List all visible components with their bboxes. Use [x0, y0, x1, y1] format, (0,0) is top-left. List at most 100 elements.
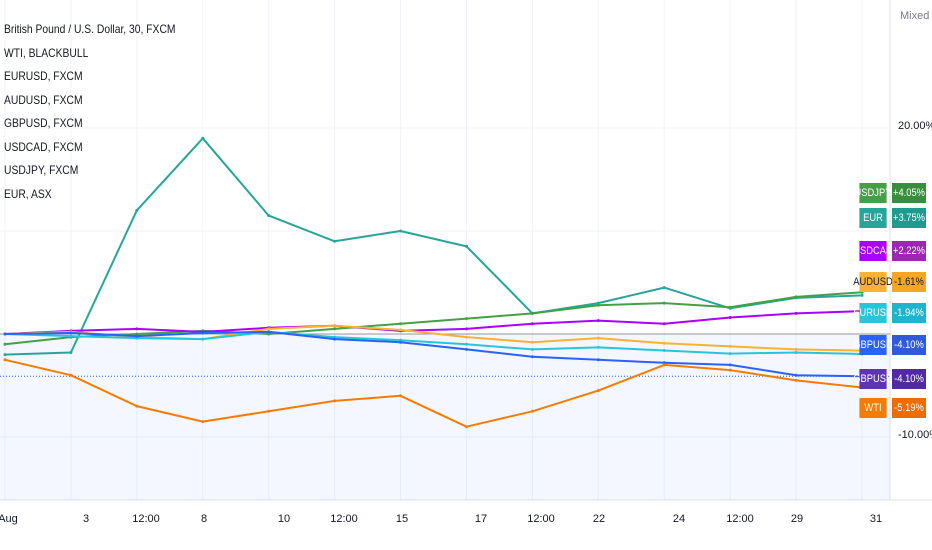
data-point-usdjpy — [3, 342, 7, 346]
data-point-wti — [465, 425, 468, 429]
legend-item-usdjpy[interactable]: USDJPY, FXCM — [4, 163, 79, 177]
data-point-wti — [728, 368, 732, 372]
legend-item-eur[interactable]: EUR, ASX — [4, 186, 52, 201]
series-line-usdcad[interactable] — [4, 310, 863, 335]
data-point-wti — [3, 358, 7, 362]
time-tick-label: 12:00 — [527, 513, 555, 525]
legend-item-eurusd[interactable]: EURUSD, FXCM — [4, 69, 83, 83]
data-point-audusd — [333, 324, 337, 328]
price-badge-usdjpy[interactable]: USDJPY +4.05% — [855, 183, 929, 203]
data-point-usdcad — [465, 327, 468, 331]
data-point-audusd — [794, 347, 798, 351]
price-badge-gbpusd[interactable]: GBPUSD -4.10% — [853, 335, 929, 355]
time-tick-label: 10 — [277, 513, 291, 525]
price-tick-label: 20.00% — [898, 120, 932, 132]
series-lines — [3, 136, 864, 429]
badge-value: -5.19% — [892, 398, 926, 418]
time-tick-label: 24 — [672, 513, 686, 525]
time-tick-label: 22 — [592, 513, 606, 525]
time-tick-label: 15 — [395, 513, 409, 525]
data-point-wti — [399, 394, 402, 398]
legend: British Pound / U.S. Dollar, 30, FXCM WT… — [4, 18, 175, 206]
price-badge-eurusd[interactable]: EURUSD -1.94% — [853, 303, 929, 323]
data-point-wti — [201, 420, 205, 424]
time-tick-label: 12:00 — [330, 513, 358, 525]
badge-value: -4.10% — [892, 335, 926, 355]
data-point-gbpusd — [135, 334, 139, 338]
data-point-usdjpy — [728, 305, 732, 309]
data-point-eurusd — [69, 334, 73, 338]
series-line-gbpusd[interactable] — [4, 330, 863, 378]
data-point-usdcad — [728, 316, 732, 319]
time-tick-label: 17 — [474, 513, 488, 525]
badge-value: -4.10% — [892, 369, 926, 389]
time-tick-label: 8 — [200, 513, 208, 525]
data-point-wti — [662, 363, 666, 367]
price-badge-eur[interactable]: EUR +3.75% — [857, 208, 929, 228]
data-point-audusd — [399, 328, 402, 332]
data-point-wti — [596, 389, 600, 393]
data-point-eur — [201, 136, 205, 140]
price-badge-gbpusd[interactable]: GBPUSD -4.10% — [853, 369, 929, 389]
data-point-usdcad — [596, 319, 600, 323]
data-point-gbpusd — [267, 330, 271, 334]
legend-item-audusd[interactable]: AUDUSD, FXCM — [4, 92, 83, 107]
time-tick-label: 29 — [790, 513, 804, 525]
data-point-eur — [465, 244, 468, 248]
data-point-gbpusd — [662, 361, 666, 365]
legend-item-gbpusd[interactable]: GBPUSD, FXCM — [4, 116, 83, 130]
data-point-wti — [794, 378, 798, 382]
data-point-usdjpy — [333, 327, 337, 331]
badge-symbol: AUDUSD — [853, 272, 893, 292]
badge-symbol: EUR — [859, 208, 887, 228]
series-line-wti[interactable] — [4, 358, 863, 428]
legend-item-usdcad[interactable]: USDCAD, FXCM — [4, 139, 83, 154]
data-point-gbpusd — [399, 340, 402, 344]
time-tick-label: 3 — [82, 513, 90, 525]
data-point-wti — [135, 404, 139, 408]
data-point-gbpusd — [465, 347, 468, 351]
legend-main-symbol[interactable]: British Pound / U.S. Dollar, 30, FXCM — [4, 22, 176, 36]
series-line-eurusd[interactable] — [4, 330, 863, 355]
data-point-eur — [135, 208, 139, 212]
data-point-gbpusd — [333, 337, 337, 341]
price-tick-label: -10.00% — [898, 429, 932, 441]
data-point-eur — [860, 293, 864, 297]
badge-value: +3.75% — [892, 208, 926, 228]
time-tick-label: 12:00 — [726, 513, 754, 525]
badge-symbol: GBPUSD — [853, 335, 893, 355]
data-point-gbpusd — [794, 373, 798, 377]
legend-item-wti[interactable]: WTI, BLACKBULL — [4, 45, 89, 60]
data-point-usdjpy — [596, 303, 600, 307]
data-point-audusd — [596, 336, 600, 340]
price-badge-usdcad[interactable]: USDCAD +2.22% — [853, 241, 929, 261]
data-point-eur — [267, 214, 271, 218]
data-point-usdjpy — [135, 332, 139, 336]
data-point-eurusd — [662, 349, 666, 352]
data-point-wti — [530, 409, 534, 413]
badge-symbol: WTI — [859, 398, 887, 418]
data-point-eurusd — [530, 347, 534, 351]
badge-symbol: USDJPY — [855, 183, 891, 203]
series-line-eur[interactable] — [4, 137, 863, 356]
data-point-eur — [662, 286, 666, 290]
price-badge-audusd[interactable]: AUDUSD -1.61% — [853, 272, 929, 292]
data-point-usdjpy — [662, 301, 666, 305]
data-point-usdjpy — [530, 311, 534, 315]
price-badge-wti[interactable]: WTI -5.19% — [857, 398, 929, 418]
badge-symbol: EURUSD — [853, 303, 893, 323]
data-point-eurusd — [794, 351, 798, 354]
data-point-usdcad — [135, 327, 139, 331]
series-line-usdjpy[interactable] — [4, 291, 863, 346]
time-tick-label: 12:00 — [132, 513, 160, 525]
data-point-eur — [3, 353, 7, 357]
data-point-usdjpy — [465, 317, 468, 321]
data-point-gbpusd — [596, 358, 600, 362]
badge-value: -1.61% — [892, 272, 926, 292]
data-point-audusd — [465, 335, 468, 339]
data-point-gbpusd — [530, 355, 534, 359]
data-point-eur — [399, 229, 402, 233]
data-point-eur — [333, 239, 337, 243]
scale-mode-label[interactable]: Mixed — [900, 10, 930, 22]
